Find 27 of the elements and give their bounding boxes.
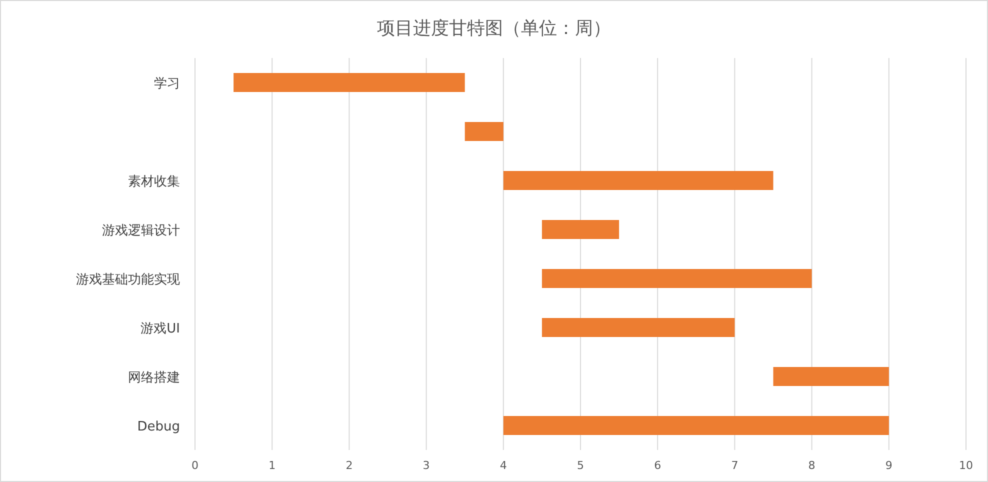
y-tick-label: 游戏基础功能实现	[76, 272, 180, 288]
x-tick-label: 7	[731, 459, 738, 472]
x-tick-label: 8	[808, 459, 816, 472]
bar	[542, 269, 812, 288]
y-tick-label: 素材收集	[128, 174, 180, 190]
y-tick-label: 游戏UI	[140, 322, 180, 336]
x-tick-label: 0	[192, 459, 198, 472]
x-tick-label: 4	[500, 459, 507, 472]
x-tick-label: 9	[885, 459, 892, 472]
bar	[542, 220, 620, 239]
x-tick-label: 2	[346, 459, 353, 472]
chart-title: 项目进度甘特图（单位：周）	[377, 18, 611, 39]
x-tick-label: 5	[577, 459, 584, 472]
bar	[773, 367, 889, 386]
bar	[464, 122, 504, 141]
bar	[503, 416, 889, 435]
y-tick-label: 网络搭建	[128, 370, 180, 386]
bar	[542, 318, 735, 337]
x-tick-label: 3	[422, 459, 430, 472]
y-tick-label: 学习	[154, 76, 180, 92]
x-tick-label: 10	[959, 459, 973, 472]
y-tick-label: 游戏逻辑设计	[102, 224, 180, 238]
y-tick-label: Debug	[137, 420, 180, 434]
x-tick-label: 6	[654, 459, 662, 472]
bar	[234, 73, 465, 92]
x-tick-label: 1	[268, 459, 276, 472]
bar	[503, 171, 774, 190]
